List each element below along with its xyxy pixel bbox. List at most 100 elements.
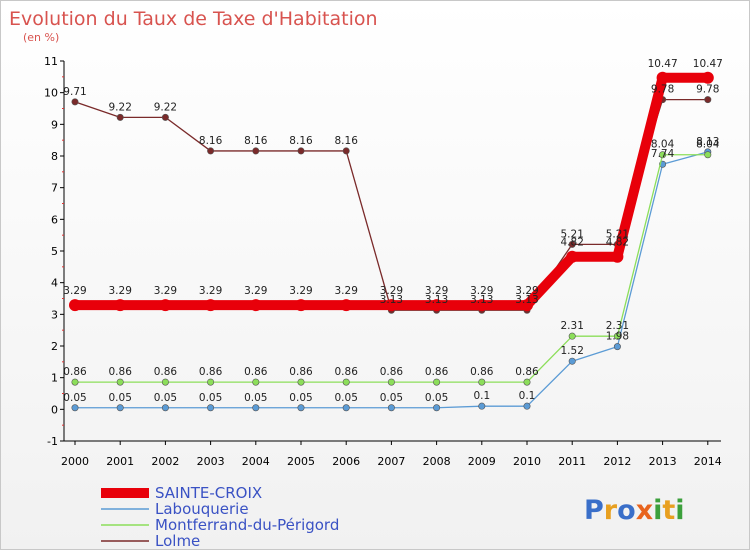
- data-label: 0.86: [154, 366, 178, 378]
- data-label: 3.29: [470, 285, 493, 297]
- data-label: 0.86: [470, 366, 494, 378]
- data-label: 10.47: [693, 58, 723, 70]
- x-tick-label: 2013: [649, 455, 677, 468]
- data-point: [387, 378, 395, 386]
- data-point: [252, 378, 260, 386]
- data-point: [568, 357, 576, 365]
- data-label: 8.16: [335, 135, 359, 147]
- data-point: [704, 151, 712, 159]
- legend-entry: Labouquerie: [155, 500, 249, 518]
- series-line: [74, 98, 709, 311]
- data-label: 8.16: [199, 135, 223, 147]
- data-point: [207, 404, 215, 412]
- data-point: [342, 404, 350, 412]
- data-point: [387, 404, 395, 412]
- data-labels: 0.05 0.05 0.05 0.05 0.05 0.05 0.05 0.05 0.05 0.1 0…: [63, 136, 719, 404]
- y-tick-label: 10: [44, 87, 58, 100]
- data-point: [568, 332, 576, 340]
- data-label: 3.29: [335, 285, 358, 297]
- x-tick-label: 2002: [151, 455, 179, 468]
- proxiti-logo: Proxiti: [584, 495, 685, 526]
- legend: SAINTE-CROIXLabouquerieMontferrand-du-Pé…: [101, 484, 339, 549]
- data-point: [71, 378, 79, 386]
- data-label: 8.16: [244, 135, 268, 147]
- data-point: [159, 299, 172, 312]
- x-tick-label: 2008: [423, 455, 451, 468]
- series-layer: 9.71 9.22 9.22 8.16 8.16 8.16 8.16 3.13 3.13 3.13…: [63, 58, 723, 412]
- data-label: 8.04: [696, 139, 720, 151]
- data-label: 0.05: [425, 392, 448, 404]
- data-label: 0.1: [473, 390, 490, 402]
- data-label: 1.52: [561, 345, 584, 357]
- data-point: [613, 332, 621, 340]
- y-tick-label: 2: [51, 340, 58, 353]
- data-label: 10.47: [648, 58, 678, 70]
- data-point: [430, 299, 443, 312]
- data-point: [475, 299, 488, 312]
- data-point: [704, 96, 712, 104]
- data-label: 9.22: [154, 101, 177, 113]
- y-tick-label: 8: [51, 150, 58, 163]
- data-label: 4.82: [561, 237, 584, 249]
- y-tick-label: 9: [51, 118, 58, 131]
- data-label: 0.86: [63, 366, 87, 378]
- data-label: 3.13: [515, 294, 538, 306]
- data-point: [161, 378, 169, 386]
- data-label: 9.22: [109, 101, 132, 113]
- data-label: 0.05: [109, 392, 132, 404]
- data-point: [252, 147, 260, 155]
- data-label: 3.29: [109, 285, 132, 297]
- data-label: 3.29: [244, 285, 267, 297]
- y-tick-label: 6: [51, 213, 58, 226]
- data-label: 3.29: [289, 285, 312, 297]
- y-tick-label: 0: [51, 403, 58, 416]
- data-point: [478, 378, 486, 386]
- data-point: [342, 147, 350, 155]
- data-label: 0.05: [154, 392, 177, 404]
- data-label: 1.98: [606, 331, 629, 343]
- data-point: [297, 147, 305, 155]
- data-label: 8.16: [289, 135, 313, 147]
- data-point: [161, 404, 169, 412]
- y-tick-label: -1: [47, 435, 58, 448]
- data-label: 3.29: [199, 285, 222, 297]
- logo-letter: i: [653, 495, 662, 526]
- logo-letter: i: [675, 495, 684, 526]
- data-point: [207, 147, 215, 155]
- logo-letter: x: [636, 495, 653, 526]
- data-label: 0.86: [515, 366, 539, 378]
- x-tick-label: 2010: [513, 455, 541, 468]
- y-tick-label: 11: [44, 55, 58, 68]
- series-montferrand-du-p-rigord: [71, 151, 712, 386]
- logo-letter: r: [604, 495, 618, 526]
- data-point: [207, 378, 215, 386]
- logo-text: Proxiti: [584, 495, 685, 526]
- data-labels: 0.86 0.86 0.86 0.86 0.86 0.86 0.86 0.86 0.86 0.86…: [63, 139, 719, 378]
- data-label: 0.05: [289, 392, 312, 404]
- logo-letter: P: [584, 495, 604, 526]
- y-tick-label: 4: [51, 277, 58, 290]
- data-point: [161, 113, 169, 121]
- data-point: [116, 404, 124, 412]
- data-label: 0.05: [380, 392, 403, 404]
- data-point: [252, 404, 260, 412]
- x-tick-label: 2006: [332, 455, 360, 468]
- data-point: [613, 343, 621, 351]
- data-label: 0.86: [244, 366, 268, 378]
- data-label: 0.86: [109, 366, 133, 378]
- data-label: 0.05: [63, 392, 86, 404]
- data-label: 0.86: [289, 366, 313, 378]
- logo-letter: t: [662, 495, 675, 526]
- axes: -1 0 1 2 3 4 5 6 7 8 9 10 11 2000 2001 2002 2003 2004 2005…: [44, 55, 722, 468]
- chart-subtitle: (en %): [23, 31, 59, 44]
- data-point: [249, 299, 262, 312]
- data-point: [116, 378, 124, 386]
- data-label: 3.29: [154, 285, 177, 297]
- data-label: 2.31: [606, 320, 629, 332]
- data-label: 3.29: [425, 285, 448, 297]
- data-point: [297, 378, 305, 386]
- logo-letter: o: [617, 495, 636, 526]
- x-tick-label: 2003: [197, 455, 225, 468]
- data-point: [566, 250, 579, 263]
- data-point: [478, 402, 486, 410]
